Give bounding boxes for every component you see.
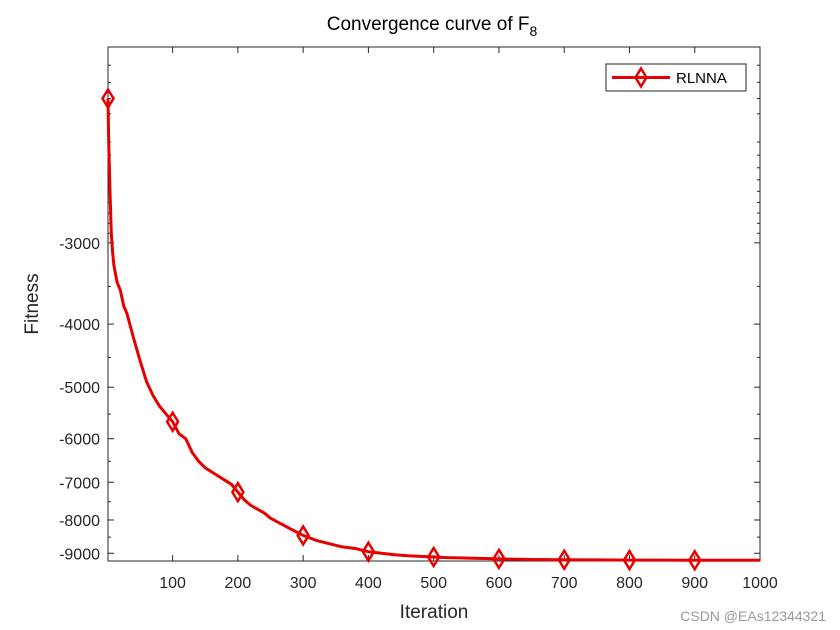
data-point-marker bbox=[687, 548, 702, 572]
data-point-marker bbox=[491, 547, 506, 571]
chart-title: Convergence curve of F8 bbox=[327, 14, 538, 39]
chart-title-subscript: 8 bbox=[529, 23, 537, 39]
series-layer bbox=[101, 87, 760, 572]
x-tick-label: 500 bbox=[420, 575, 447, 592]
x-tick-label: 600 bbox=[486, 575, 513, 592]
x-axis-label: Iteration bbox=[400, 602, 469, 623]
data-point-marker bbox=[101, 87, 115, 110]
data-point-marker bbox=[230, 480, 245, 504]
y-tick-label: -6000 bbox=[59, 432, 100, 449]
legend-marker-diamond bbox=[634, 66, 648, 89]
x-axis-ticks: 100 200 300 400 500 600 700 800 900 1000 bbox=[159, 47, 778, 592]
x-tick-label: 800 bbox=[616, 575, 643, 592]
legend: RLNNA bbox=[605, 63, 747, 92]
plot-area bbox=[107, 46, 761, 562]
y-tick-label: -5000 bbox=[59, 380, 100, 397]
x-tick-label: 900 bbox=[681, 575, 708, 592]
watermark: CSDN @EAs12344321 bbox=[680, 608, 826, 624]
y-axis-label: Fitness bbox=[22, 273, 43, 334]
data-point-marker bbox=[557, 548, 572, 572]
data-point-marker bbox=[622, 548, 637, 572]
y-tick-label: -3000 bbox=[59, 236, 100, 253]
data-point-marker bbox=[296, 524, 311, 547]
x-tick-label: 400 bbox=[355, 575, 382, 592]
x-tick-label: 300 bbox=[290, 575, 317, 592]
x-tick-label: 200 bbox=[225, 575, 252, 592]
legend-label-rlnna: RLNNA bbox=[676, 70, 727, 87]
y-tick-label: -4000 bbox=[59, 317, 100, 334]
data-point-marker bbox=[361, 540, 376, 564]
y-tick-label: -8000 bbox=[59, 513, 100, 530]
series-line-rlnna bbox=[106, 98, 760, 562]
data-point-marker bbox=[165, 410, 180, 434]
x-tick-label: 100 bbox=[159, 575, 186, 592]
y-axis-ticks: -9000 -8000 -7000 -6000 -5000 -4000 -3000 bbox=[59, 236, 760, 563]
y-tick-label: -9000 bbox=[59, 546, 100, 563]
y-tick-label: -7000 bbox=[59, 475, 100, 492]
x-tick-label: 700 bbox=[551, 575, 578, 592]
x-tick-label: 1000 bbox=[742, 575, 778, 592]
data-point-marker bbox=[426, 545, 441, 569]
chart-title-main: Convergence curve of F bbox=[327, 14, 530, 35]
